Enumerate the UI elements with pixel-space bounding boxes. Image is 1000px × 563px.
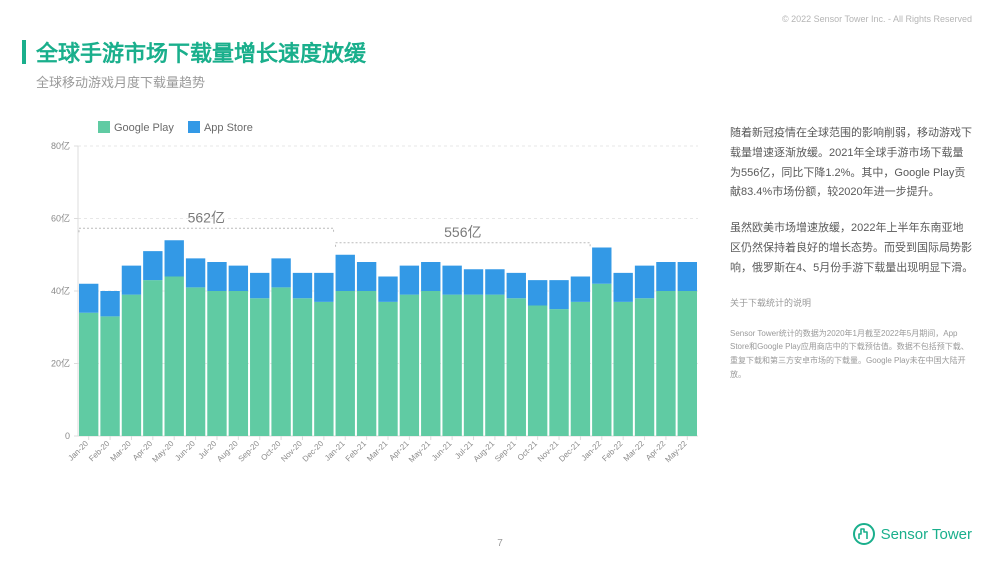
svg-text:Nov-21: Nov-21: [536, 439, 561, 464]
svg-text:May-21: May-21: [407, 439, 433, 465]
svg-text:Jan-22: Jan-22: [580, 439, 604, 463]
logo-mark-icon: [853, 523, 875, 545]
svg-text:Aug-21: Aug-21: [472, 439, 497, 464]
svg-text:0: 0: [65, 431, 70, 441]
svg-text:Feb-21: Feb-21: [344, 439, 369, 464]
page-number: 7: [497, 538, 503, 549]
svg-text:Mar-20: Mar-20: [109, 439, 134, 464]
commentary: 随着新冠疫情在全球范围的影响削弱，移动游戏下载量增速逐渐放缓。2021年全球手游…: [730, 124, 974, 381]
svg-text:Sep-20: Sep-20: [237, 439, 262, 464]
note-body: Sensor Tower统计的数据为2020年1月截至2022年5月期间，App…: [730, 327, 974, 381]
svg-text:Mar-22: Mar-22: [622, 439, 647, 464]
svg-text:556亿: 556亿: [444, 224, 481, 240]
svg-text:80亿: 80亿: [51, 140, 70, 151]
svg-text:May-22: May-22: [663, 439, 689, 465]
commentary-p1: 随着新冠疫情在全球范围的影响削弱，移动游戏下载量增速逐渐放缓。2021年全球手游…: [730, 124, 974, 203]
svg-text:Dec-20: Dec-20: [301, 439, 326, 464]
svg-text:40亿: 40亿: [51, 285, 70, 296]
page-title: 全球手游市场下载量增长速度放缓: [36, 36, 366, 68]
downloads-chart: Google Play App Store 020亿40亿60亿80亿Jan-2…: [28, 110, 708, 500]
page-subtitle: 全球移动游戏月度下载量趋势: [36, 72, 205, 91]
note-title: 关于下载统计的说明: [730, 295, 974, 311]
svg-text:Aug-20: Aug-20: [215, 439, 240, 464]
logo-text: Sensor Tower: [881, 526, 972, 543]
svg-text:20亿: 20亿: [51, 358, 70, 369]
svg-text:60亿: 60亿: [51, 213, 70, 224]
sensortower-logo: Sensor Tower: [853, 523, 972, 545]
accent-bar: [22, 40, 26, 64]
svg-text:562亿: 562亿: [188, 209, 225, 225]
chart-legend: Google Play App Store: [98, 121, 253, 134]
svg-text:Mar-21: Mar-21: [365, 439, 390, 464]
svg-text:Jan-20: Jan-20: [66, 439, 90, 463]
svg-text:Jun-20: Jun-20: [173, 439, 197, 463]
legend-label: App Store: [204, 122, 253, 134]
legend-label: Google Play: [114, 122, 174, 134]
svg-text:Oct-20: Oct-20: [259, 439, 283, 463]
svg-text:Jan-21: Jan-21: [323, 439, 347, 463]
svg-text:Oct-21: Oct-21: [516, 439, 540, 463]
chart-svg: 020亿40亿60亿80亿Jan-20Feb-20Mar-20Apr-20May…: [28, 110, 708, 500]
copyright: © 2022 Sensor Tower Inc. - All Rights Re…: [782, 14, 972, 24]
svg-text:Jun-21: Jun-21: [430, 439, 454, 463]
legend-item: Google Play: [98, 121, 174, 134]
svg-text:May-20: May-20: [150, 439, 176, 465]
svg-text:Nov-20: Nov-20: [279, 439, 304, 464]
svg-text:Sep-21: Sep-21: [493, 439, 518, 464]
svg-text:Dec-21: Dec-21: [557, 439, 582, 464]
commentary-p2: 虽然欧美市场增速放缓，2022年上半年东南亚地区仍然保持着良好的增长态势。而受到…: [730, 219, 974, 278]
legend-item: App Store: [188, 121, 253, 134]
svg-text:Feb-22: Feb-22: [600, 439, 625, 464]
svg-text:Feb-20: Feb-20: [87, 439, 112, 464]
